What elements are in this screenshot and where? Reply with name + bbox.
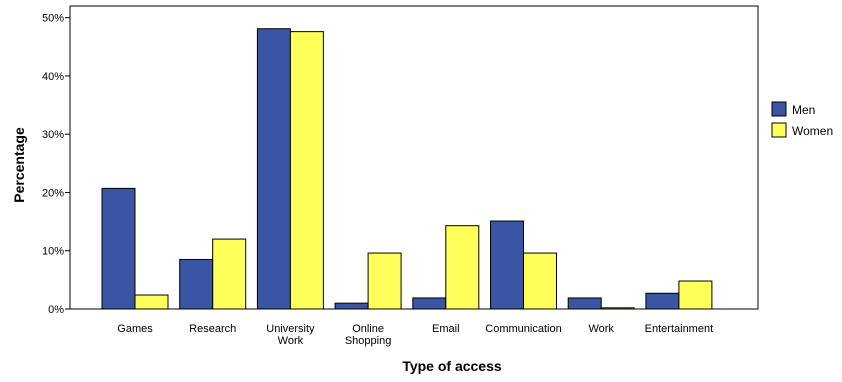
bar-women [367, 252, 402, 310]
x-tick-label: Work [588, 323, 614, 335]
x-axis: Games Research UniversityWorkOnlineShoppin… [117, 323, 713, 347]
bar-men [334, 302, 369, 310]
y-tick-label: 50% [42, 13, 64, 25]
plot-area [69, 5, 759, 310]
x-axis-title: Type of access [402, 358, 502, 374]
y-tick-label: 40% [42, 71, 64, 83]
legend-label-men: Men [792, 103, 815, 117]
x-tick-label: Research [189, 323, 236, 335]
x-tick-label: Work [278, 335, 304, 347]
y-tick-label: 30% [42, 129, 64, 141]
bar-women [678, 280, 713, 310]
bar-women [212, 238, 247, 310]
x-tick-label: Games [117, 323, 153, 335]
x-tick-label: Entertainment [645, 323, 713, 335]
bar-men [179, 258, 214, 310]
bar-women [134, 294, 169, 310]
bar-women [289, 31, 324, 310]
bar-women [600, 307, 635, 310]
y-axis: 0% 10% 20% 30% 40% 50% [42, 13, 70, 316]
legend-swatch-men [771, 101, 787, 117]
bar-men [256, 28, 291, 310]
y-axis-title: Percentage [11, 127, 27, 203]
x-tick-label: Communication [485, 323, 561, 335]
bar-men [101, 187, 136, 310]
plot-frame [69, 5, 759, 310]
bar-men [412, 297, 447, 310]
legend-label-women: Women [792, 124, 833, 138]
bar-men [490, 220, 524, 310]
legend: Men Women [771, 101, 833, 138]
y-tick-label: 20% [42, 187, 64, 199]
bar-men [567, 297, 602, 310]
x-tick-label: University [266, 323, 315, 335]
x-tick-label: Online [352, 323, 384, 335]
x-tick-label: Email [432, 323, 460, 335]
bar-men [645, 292, 680, 310]
legend-swatch-women [771, 122, 787, 138]
y-tick-label: 10% [42, 246, 64, 258]
x-tick-label: Shopping [345, 335, 392, 347]
bar-women [445, 225, 480, 310]
y-tick-label: 0% [48, 304, 64, 316]
bar-women [523, 252, 557, 310]
